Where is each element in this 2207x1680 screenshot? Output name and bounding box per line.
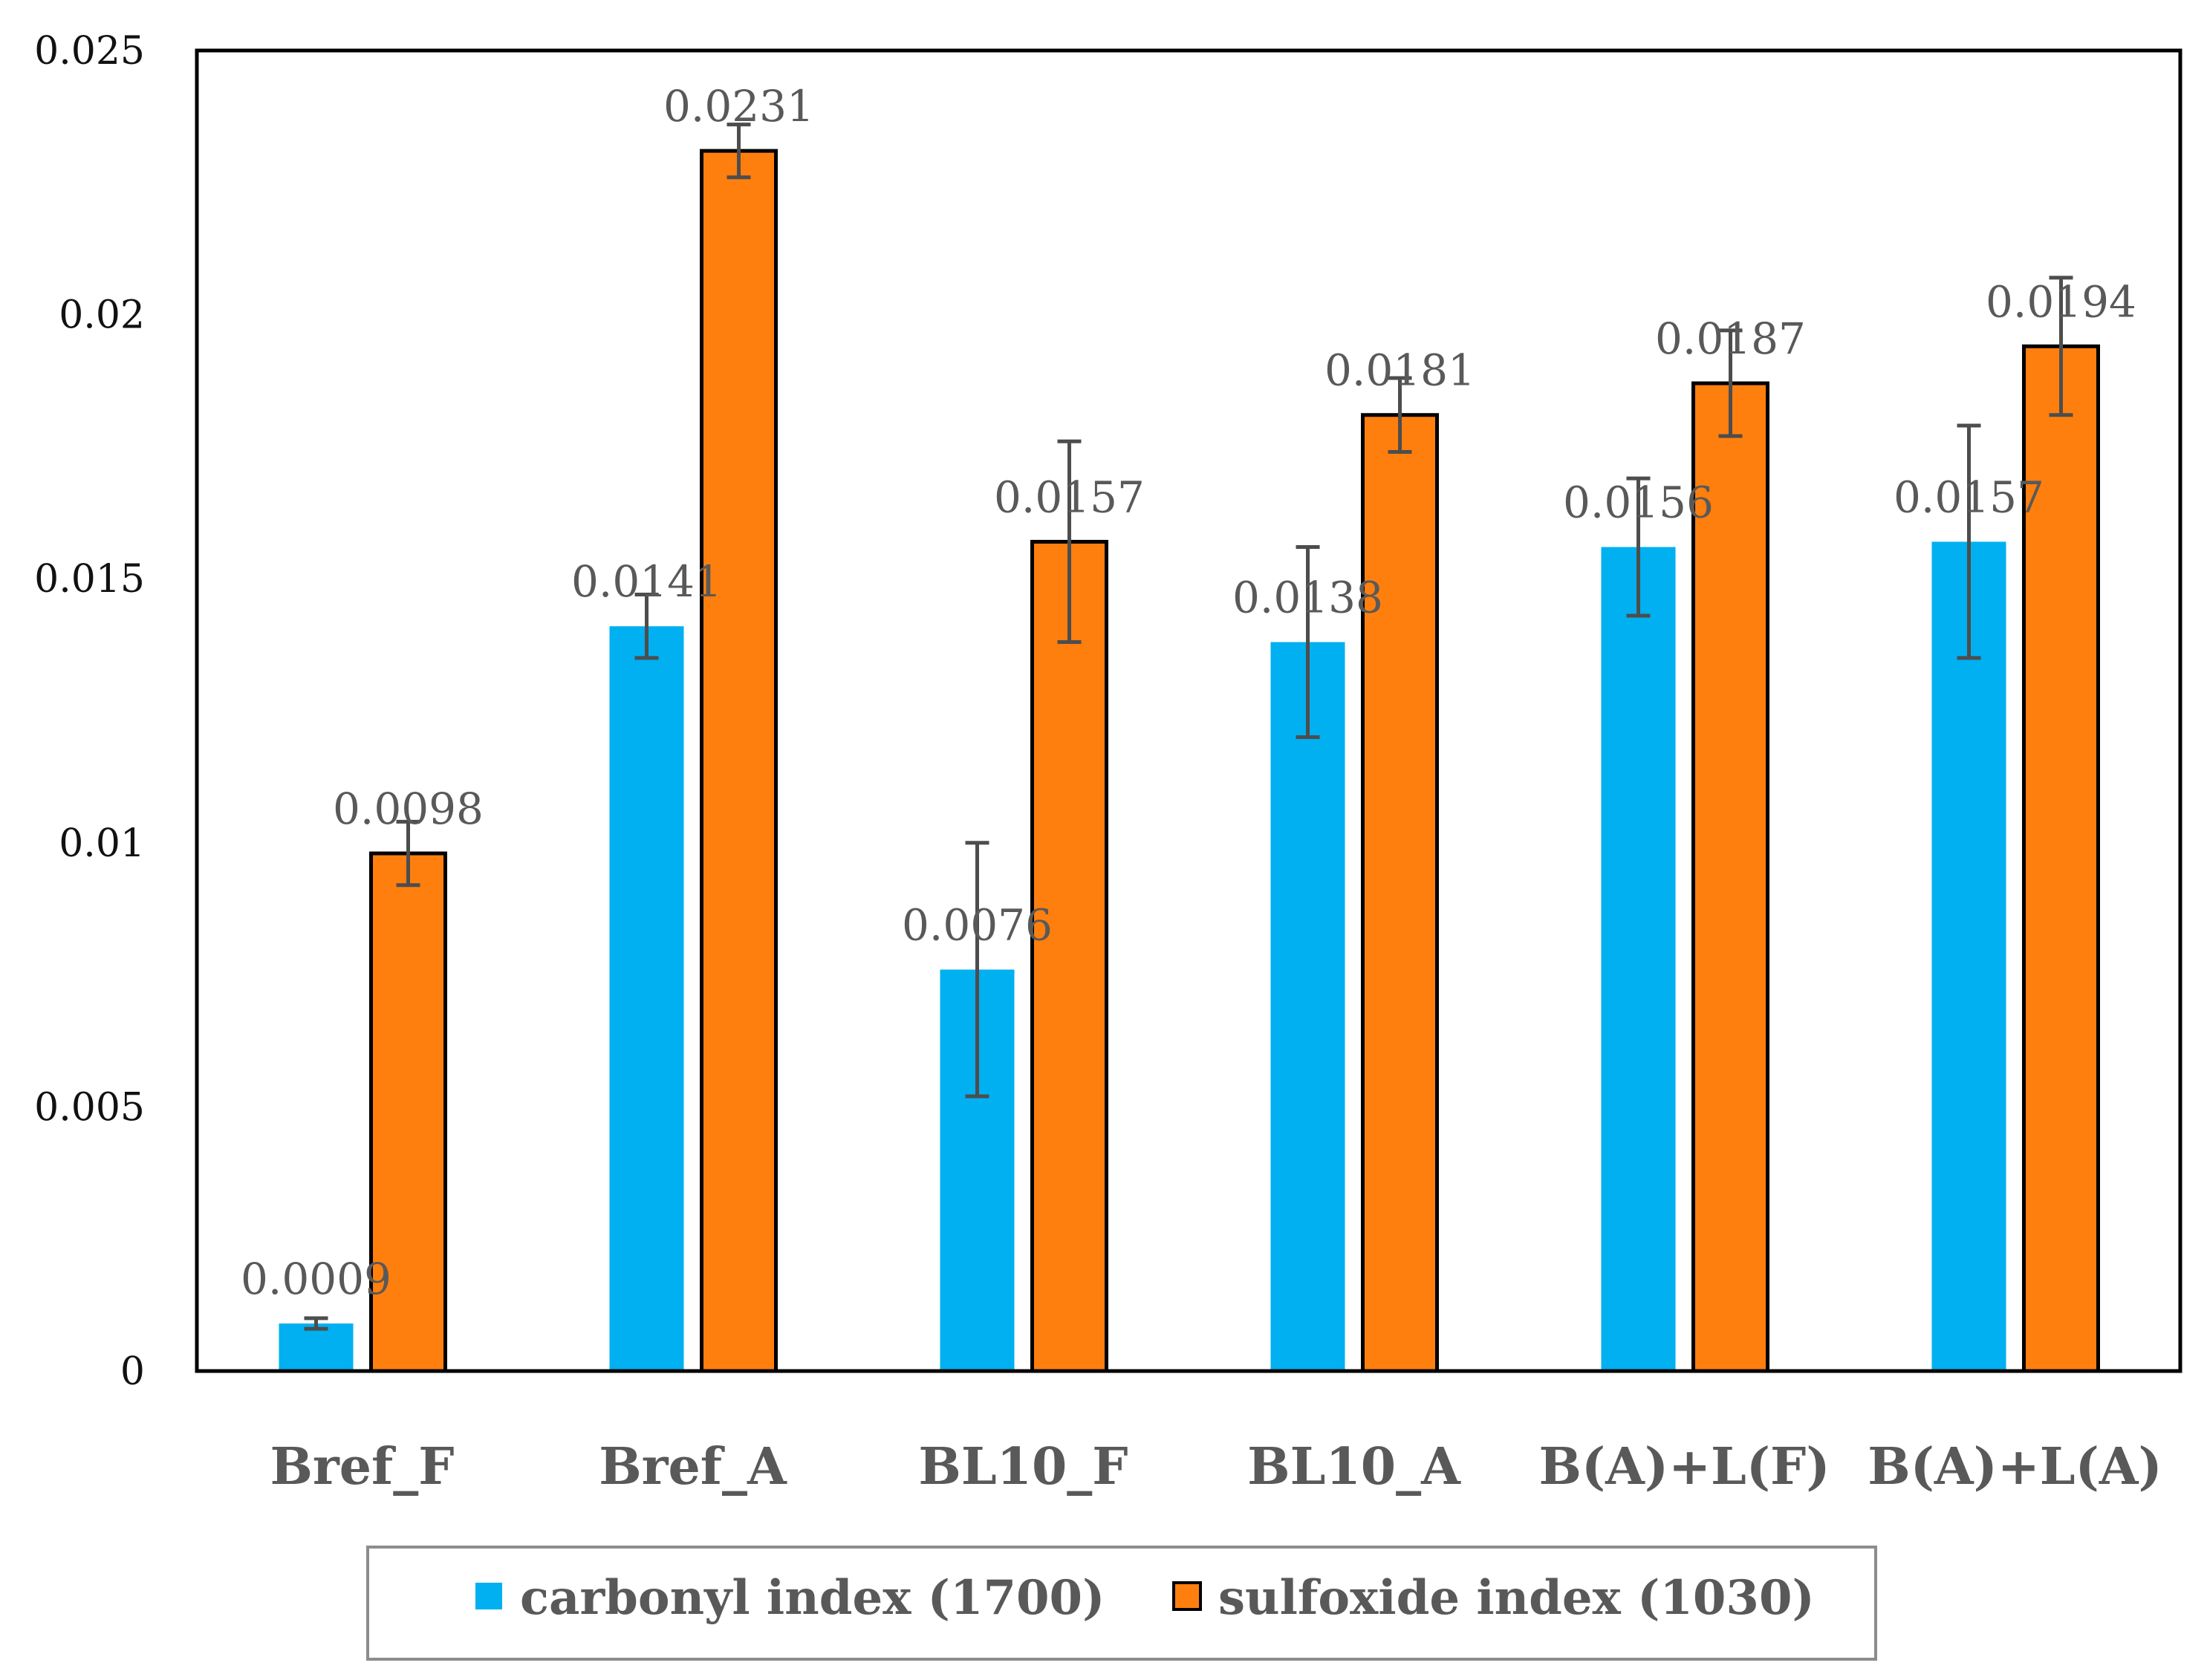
bar-sulfoxide bbox=[369, 851, 447, 1373]
data-labels: 0.0009 0.0098 0.0141 0.0231 0.0076 0.0157 0.01… bbox=[241, 81, 2136, 1304]
plot-area-border bbox=[195, 48, 2182, 1373]
error-bar bbox=[2049, 276, 2073, 417]
error-bar bbox=[1057, 439, 1082, 645]
x-tick-label: B(A)+L(A) bbox=[1868, 1437, 2162, 1497]
error-bar bbox=[727, 123, 751, 180]
bar-sulfoxide bbox=[1361, 413, 1439, 1373]
x-tick-label: Bref_F bbox=[270, 1437, 454, 1497]
bar-carbonyl bbox=[1931, 541, 2006, 1371]
bars bbox=[279, 149, 2100, 1373]
y-tick-label: 0.015 bbox=[34, 557, 145, 602]
y-axis-ticks: 0 0.005 0.01 0.015 0.02 0.025 bbox=[34, 29, 145, 1394]
data-label: 0.0181 bbox=[1324, 345, 1475, 396]
error-bar bbox=[1957, 423, 1981, 660]
error-bar bbox=[1626, 476, 1651, 618]
data-label: 0.0156 bbox=[1563, 478, 1714, 528]
y-tick-label: 0 bbox=[120, 1349, 145, 1394]
error-bar bbox=[304, 1316, 328, 1331]
legend-swatch-carbonyl bbox=[475, 1583, 502, 1609]
data-label: 0.0194 bbox=[1986, 276, 2136, 327]
legend-box bbox=[366, 1546, 1877, 1661]
error-bar bbox=[1388, 376, 1412, 455]
x-tick-label: BL10_A bbox=[1247, 1437, 1461, 1497]
x-tick-label: B(A)+L(F) bbox=[1539, 1437, 1830, 1497]
bar-sulfoxide bbox=[1030, 539, 1108, 1373]
error-bar bbox=[634, 593, 659, 660]
x-axis-category-labels: Bref_F Bref_A BL10_F BL10_A B(A)+L(F) B(A)+L(… bbox=[270, 1437, 2162, 1497]
bar-carbonyl bbox=[1601, 547, 1676, 1371]
bar-carbonyl bbox=[609, 626, 684, 1371]
bar-sulfoxide bbox=[700, 149, 778, 1373]
data-label: 0.0138 bbox=[1232, 573, 1383, 623]
error-bar bbox=[396, 819, 420, 888]
data-label: 0.0231 bbox=[663, 81, 814, 131]
y-tick-label: 0.005 bbox=[34, 1085, 145, 1130]
legend-swatch-sulfoxide bbox=[1172, 1581, 1202, 1611]
legend-label-sulfoxide: sulfoxide index (1030) bbox=[1218, 1570, 1815, 1626]
error-bar bbox=[965, 841, 989, 1098]
bar-sulfoxide bbox=[1691, 381, 1769, 1373]
error-bar bbox=[1296, 545, 1320, 740]
x-tick-label: BL10_F bbox=[918, 1437, 1128, 1497]
data-label: 0.0098 bbox=[333, 784, 484, 834]
legend-label-carbonyl: carbonyl index (1700) bbox=[520, 1570, 1105, 1626]
data-label: 0.0076 bbox=[902, 899, 1053, 950]
error-bar bbox=[1718, 328, 1743, 438]
error-bars bbox=[304, 123, 2073, 1331]
bar-carbonyl bbox=[279, 1323, 354, 1371]
data-label: 0.0157 bbox=[1894, 472, 2044, 522]
legend: carbonyl index (1700) sulfoxide index (1… bbox=[366, 1546, 1877, 1661]
data-label: 0.0141 bbox=[571, 556, 722, 607]
y-tick-label: 0.01 bbox=[59, 821, 145, 866]
y-tick-label: 0.02 bbox=[59, 293, 145, 338]
data-label: 0.0009 bbox=[241, 1254, 391, 1304]
data-label: 0.0157 bbox=[994, 472, 1145, 522]
y-tick-label: 0.025 bbox=[34, 29, 145, 74]
bar-carbonyl bbox=[1270, 642, 1345, 1371]
data-label: 0.0187 bbox=[1655, 313, 1806, 364]
x-tick-label: Bref_A bbox=[599, 1437, 787, 1497]
